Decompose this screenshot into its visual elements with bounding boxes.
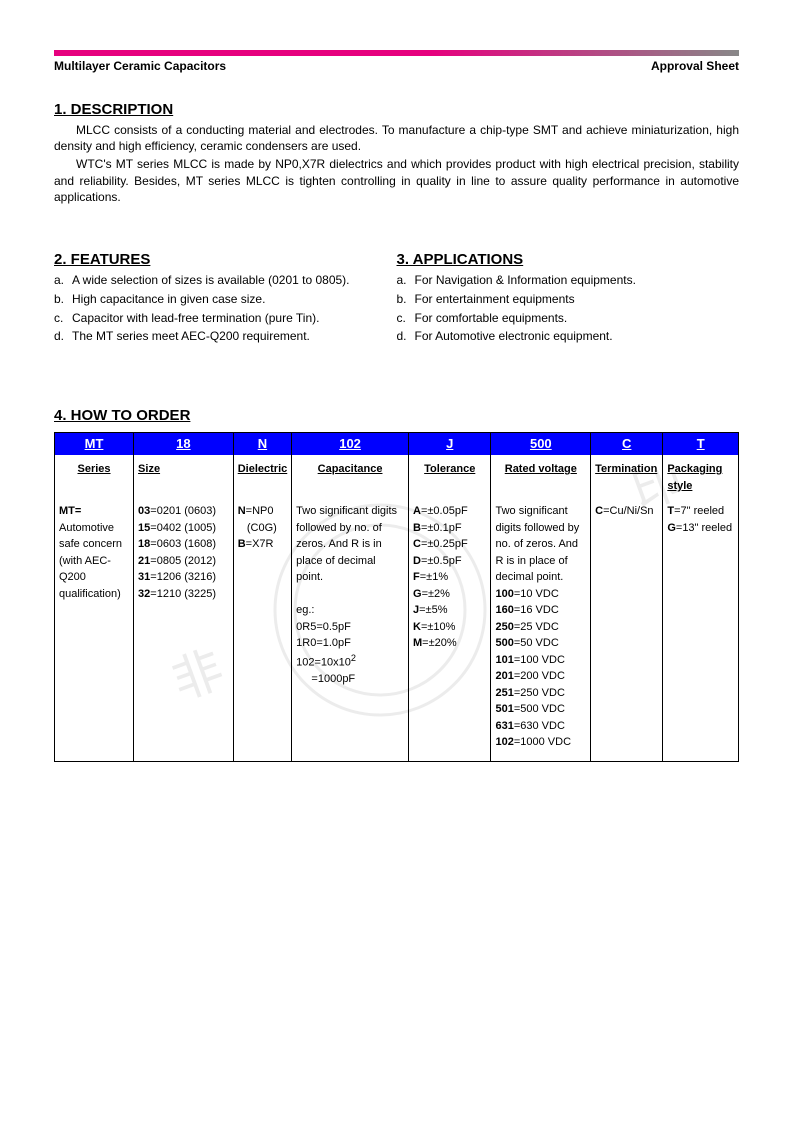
section-how-to-order: 4. HOW TO ORDER MT18N102J500CT SeriesSiz…: [54, 407, 739, 762]
order-body-cell: Two significant digits followed by no. o…: [292, 500, 409, 761]
features-applications-row: 2. FEATURES a.A wide selection of sizes …: [54, 251, 739, 347]
features-heading: 2. FEATURES: [54, 251, 383, 268]
header-right: Approval Sheet: [651, 59, 739, 73]
order-subhead-cell: Series: [55, 455, 134, 500]
order-body-cell: Two significant digits followed by no. o…: [491, 500, 591, 761]
order-subhead-cell: Packaging style: [663, 455, 739, 500]
applications-item: d.For Automotive electronic equipment.: [397, 328, 740, 345]
order-body-cell: T=7" reeledG=13" reeled: [663, 500, 739, 761]
order-header-cell: 18: [134, 433, 234, 456]
how-to-order-heading: 4. HOW TO ORDER: [54, 407, 739, 424]
page: Multilayer Ceramic Capacitors Approval S…: [0, 0, 793, 1123]
description-para-1: MLCC consists of a conducting material a…: [54, 122, 739, 154]
order-body-cell: N=NP0 (C0G)B=X7R: [233, 500, 291, 761]
applications-list: a.For Navigation & Information equipment…: [397, 272, 740, 345]
features-list: a.A wide selection of sizes is available…: [54, 272, 383, 345]
order-body-cell: 03=0201 (0603)15=0402 (1005)18=0603 (160…: [134, 500, 234, 761]
order-subhead-cell: Dielectric: [233, 455, 291, 500]
top-stripe: [54, 50, 739, 56]
applications-item: c.For comfortable equipments.: [397, 310, 740, 327]
order-subhead-cell: Tolerance: [409, 455, 491, 500]
features-item: a.A wide selection of sizes is available…: [54, 272, 383, 289]
order-table-header-row: MT18N102J500CT: [55, 433, 739, 456]
order-header-cell: J: [409, 433, 491, 456]
applications-item: a.For Navigation & Information equipment…: [397, 272, 740, 289]
order-header-cell: 500: [491, 433, 591, 456]
section-description: 1. DESCRIPTION MLCC consists of a conduc…: [54, 101, 739, 205]
description-para-2: WTC's MT series MLCC is made by NP0,X7R …: [54, 156, 739, 205]
order-header-cell: 102: [292, 433, 409, 456]
order-table: MT18N102J500CT SeriesSizeDielectricCapac…: [54, 432, 739, 762]
order-header-cell: N: [233, 433, 291, 456]
features-item: d.The MT series meet AEC-Q200 requiremen…: [54, 328, 383, 345]
order-table-subhead-row: SeriesSizeDielectricCapacitanceTolerance…: [55, 455, 739, 500]
order-subhead-cell: Rated voltage: [491, 455, 591, 500]
section-features: 2. FEATURES a.A wide selection of sizes …: [54, 251, 383, 347]
order-subhead-cell: Capacitance: [292, 455, 409, 500]
applications-heading: 3. APPLICATIONS: [397, 251, 740, 268]
description-heading: 1. DESCRIPTION: [54, 101, 739, 118]
applications-item: b.For entertainment equipments: [397, 291, 740, 308]
order-body-cell: A=±0.05pFB=±0.1pFC=±0.25pFD=±0.5pFF=±1%G…: [409, 500, 491, 761]
header-row: Multilayer Ceramic Capacitors Approval S…: [54, 59, 739, 73]
order-subhead-cell: Termination: [591, 455, 663, 500]
order-body-cell: C=Cu/Ni/Sn: [591, 500, 663, 761]
header-left: Multilayer Ceramic Capacitors: [54, 59, 226, 73]
features-item: c.Capacitor with lead-free termination (…: [54, 310, 383, 327]
order-table-body-row: MT= Automotive safe concern (with AEC-Q2…: [55, 500, 739, 761]
features-item: b.High capacitance in given case size.: [54, 291, 383, 308]
section-applications: 3. APPLICATIONS a.For Navigation & Infor…: [397, 251, 740, 347]
order-header-cell: T: [663, 433, 739, 456]
order-header-cell: MT: [55, 433, 134, 456]
order-subhead-cell: Size: [134, 455, 234, 500]
order-body-cell: MT= Automotive safe concern (with AEC-Q2…: [55, 500, 134, 761]
order-header-cell: C: [591, 433, 663, 456]
